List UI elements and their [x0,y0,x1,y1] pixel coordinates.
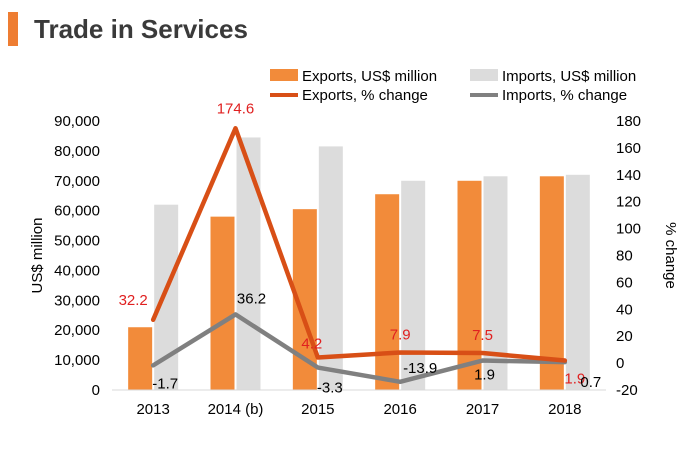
bar-exports [539,176,564,390]
bar-exports [128,327,153,390]
exports-change-label: 32.2 [119,292,148,309]
exports-change-label: 4.2 [301,335,322,352]
x-tick-label: 2014 (b) [208,401,264,418]
line-imports-change [150,312,568,385]
y2-tick-label: 20 [616,328,633,345]
y-tick-label: 40,000 [54,262,100,279]
y2-tick-label: 40 [616,301,633,318]
y-tick-label: 80,000 [54,143,100,160]
y2-tick-label: 0 [616,355,624,372]
title-accent-bar [8,12,18,46]
legend-label-exports_line: Exports, % change [302,87,428,104]
x-tick-label: 2016 [383,401,416,418]
bar-exports [375,194,400,390]
imports-change-label: 36.2 [237,290,266,307]
x-tick-label: 2018 [548,401,581,418]
exports-change-label: 7.5 [472,327,493,344]
exports-change-label: 7.9 [390,326,411,343]
page-title: Trade in Services [34,14,248,44]
exports-change-label: 1.9 [564,371,585,388]
y-tick-label: 70,000 [54,173,100,190]
legend-label-imports_line: Imports, % change [502,87,627,104]
x-tick-label: 2015 [301,401,334,418]
y-tick-label: 10,000 [54,352,100,369]
y2-tick-label: 100 [616,221,641,238]
bar-imports [236,137,261,390]
imports-change-label: 0.7 [580,374,601,391]
y-tick-label: 90,000 [54,113,100,130]
bar-exports [210,216,235,390]
imports-change-label: -13.9 [403,360,437,377]
y2-axis-title: % change [662,222,679,289]
x-tick-label: 2017 [466,401,499,418]
y2-tick-label: 160 [616,140,641,157]
y2-tick-label: 180 [616,113,641,130]
y2-tick-label: 80 [616,248,633,265]
y2-tick-label: -20 [616,382,638,399]
y-axis-title: US$ million [29,218,46,294]
bar-exports [457,180,482,390]
legend-label-exports_bar: Exports, US$ million [302,68,437,85]
bar-imports [565,174,590,390]
y-tick-label: 30,000 [54,292,100,309]
bar-imports [483,176,508,390]
imports-change-label: -1.7 [152,375,178,392]
x-tick-label: 2013 [136,401,169,418]
bar-imports [401,180,426,390]
legend-swatch-exports_bar [270,69,298,81]
y-tick-label: 20,000 [54,322,100,339]
y-tick-label: 0 [92,382,100,399]
exports-change-label: 174.6 [217,100,255,117]
legend-swatch-imports_bar [470,69,498,81]
y2-tick-label: 140 [616,167,641,184]
bar-imports [318,146,343,390]
y-tick-label: 50,000 [54,233,100,250]
y-tick-label: 60,000 [54,203,100,220]
y2-tick-label: 60 [616,274,633,291]
line-exports-change [150,126,568,363]
imports-change-label: 1.9 [474,367,495,384]
imports-change-label: -3.3 [317,380,343,397]
y2-tick-label: 120 [616,194,641,211]
legend-label-imports_bar: Imports, US$ million [502,68,636,85]
